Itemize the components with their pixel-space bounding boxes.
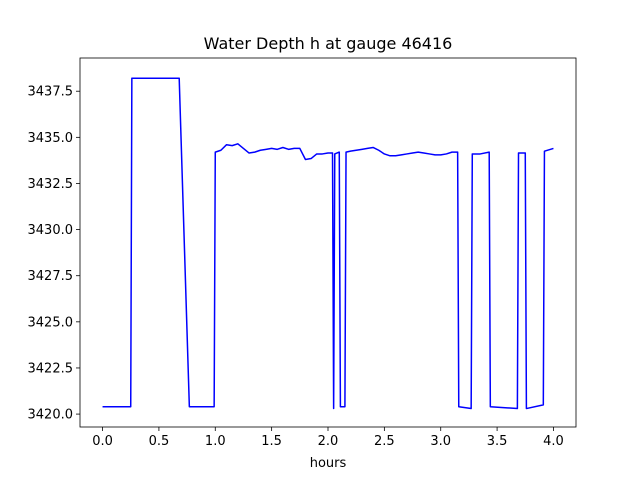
axes-frame [79,57,577,428]
y-tick-label: 3420.0 [28,408,74,423]
y-tick-label: 3435.0 [28,131,74,146]
plot-area: 0.0 0.5 1.0 1.5 2.0 2.5 3.0 3.5 4.0 3420.0 3422.5 3… [28,57,577,449]
x-tick-label: 4.0 [543,434,564,449]
series-line-0 [102,77,554,410]
chart-title: Water Depth h at gauge 46416 [204,34,453,53]
x-axis-label: hours [310,456,347,471]
y-tick-label: 3427.5 [28,269,74,284]
y-tick-label: 3437.5 [28,85,74,100]
x-tick-label: 0.0 [92,434,113,449]
x-tick-label: 2.5 [374,434,395,449]
x-tick-label: 3.5 [487,434,508,449]
x-tick-label: 2.0 [318,434,339,449]
x-tick-label: 0.5 [149,434,170,449]
y-tick-label: 3422.5 [28,361,74,376]
y-tick-label: 3432.5 [28,177,74,192]
x-tick-label: 1.5 [261,434,282,449]
x-tick-label: 1.0 [205,434,226,449]
y-tick-label: 3430.0 [28,223,74,238]
x-tick-label: 3.0 [430,434,451,449]
y-tick-label: 3425.0 [28,315,74,330]
